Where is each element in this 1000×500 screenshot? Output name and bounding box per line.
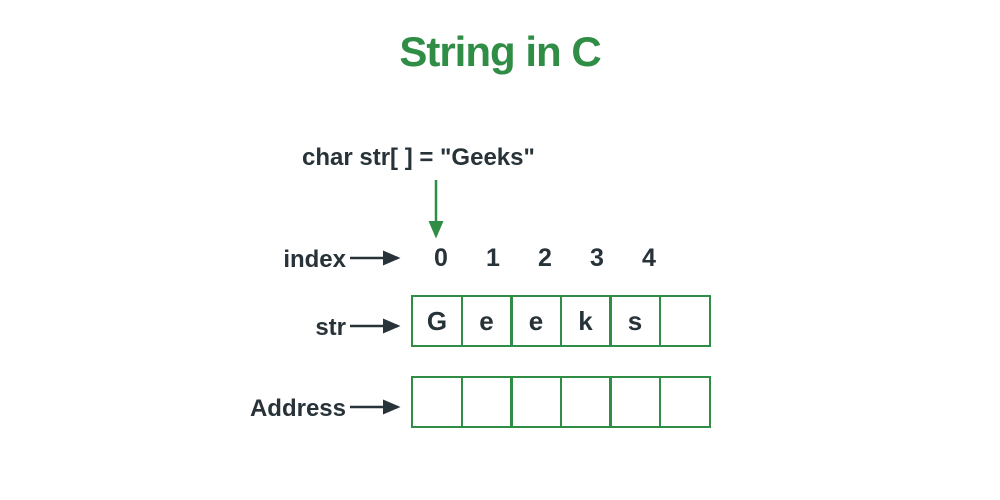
- index-cell: 0: [415, 244, 467, 273]
- address-cell: [510, 376, 562, 428]
- address-cell: [461, 376, 513, 428]
- str-cell: e: [510, 295, 562, 347]
- page-title: String in C: [0, 28, 1000, 76]
- label-index: index: [0, 246, 346, 274]
- str-cell: s: [609, 295, 661, 347]
- index-cell: 2: [519, 244, 571, 273]
- str-cell: k: [560, 295, 612, 347]
- address-cell: [659, 376, 711, 428]
- label-address: Address: [0, 395, 346, 423]
- address-cell: [560, 376, 612, 428]
- str-cell: e: [461, 295, 513, 347]
- str-row: Geeks: [411, 295, 711, 347]
- address-cell: [609, 376, 661, 428]
- label-str: str: [0, 314, 346, 342]
- address-cell: [411, 376, 463, 428]
- index-row: 01234: [415, 244, 675, 273]
- index-cell: 3: [571, 244, 623, 273]
- index-cell: 4: [623, 244, 675, 273]
- str-cell: G: [411, 295, 463, 347]
- address-row: [411, 376, 711, 428]
- index-cell: 1: [467, 244, 519, 273]
- declaration-text: char str[ ] = "Geeks": [302, 144, 535, 172]
- str-cell: [659, 295, 711, 347]
